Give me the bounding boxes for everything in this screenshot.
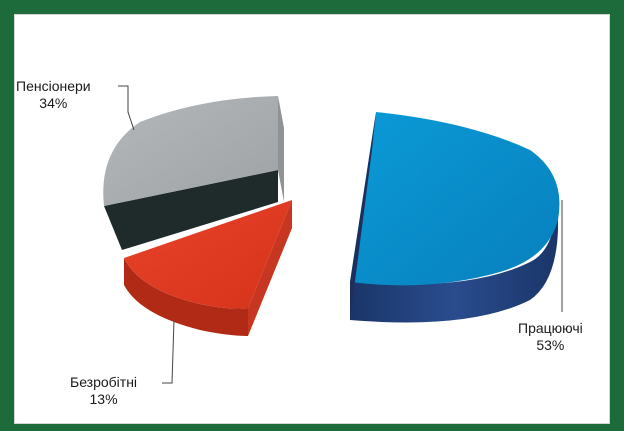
leader-line-bezrobitni [162, 319, 175, 384]
slice-pratsiuiuchi-side [350, 195, 558, 323]
label-pensionery-name: Пенсіонери [16, 78, 91, 94]
slice-pensionery-side [104, 170, 278, 250]
label-bezrobitni: Безробітні 13% [70, 374, 137, 408]
label-pratsiuiuchi: Працюючі 53% [518, 320, 583, 354]
label-pratsiuiuchi-value: 53% [536, 337, 565, 353]
label-pensionery-value: 34% [39, 95, 68, 111]
leader-line-pensionery [118, 85, 135, 131]
slice-bezrobitni-cut-face [248, 200, 292, 336]
slice-bezrobitni-top [124, 200, 292, 309]
slice-bezrobitni-side [124, 258, 248, 336]
slice-pratsiuiuchi [350, 112, 560, 323]
slice-pratsiuiuchi-top [350, 112, 560, 286]
slice-pratsiuiuchi-cut-face [350, 112, 376, 320]
label-bezrobitni-value: 13% [89, 391, 118, 407]
slice-bezrobitni [124, 200, 292, 336]
label-pensionery: Пенсіонери 34% [16, 78, 91, 112]
label-pratsiuiuchi-name: Працюючі [518, 320, 583, 336]
slice-pensionery-cut-face [278, 96, 284, 202]
label-bezrobitni-name: Безробітні [70, 374, 138, 390]
slice-pensionery [103, 96, 284, 250]
slice-pensionery-top [103, 96, 278, 206]
